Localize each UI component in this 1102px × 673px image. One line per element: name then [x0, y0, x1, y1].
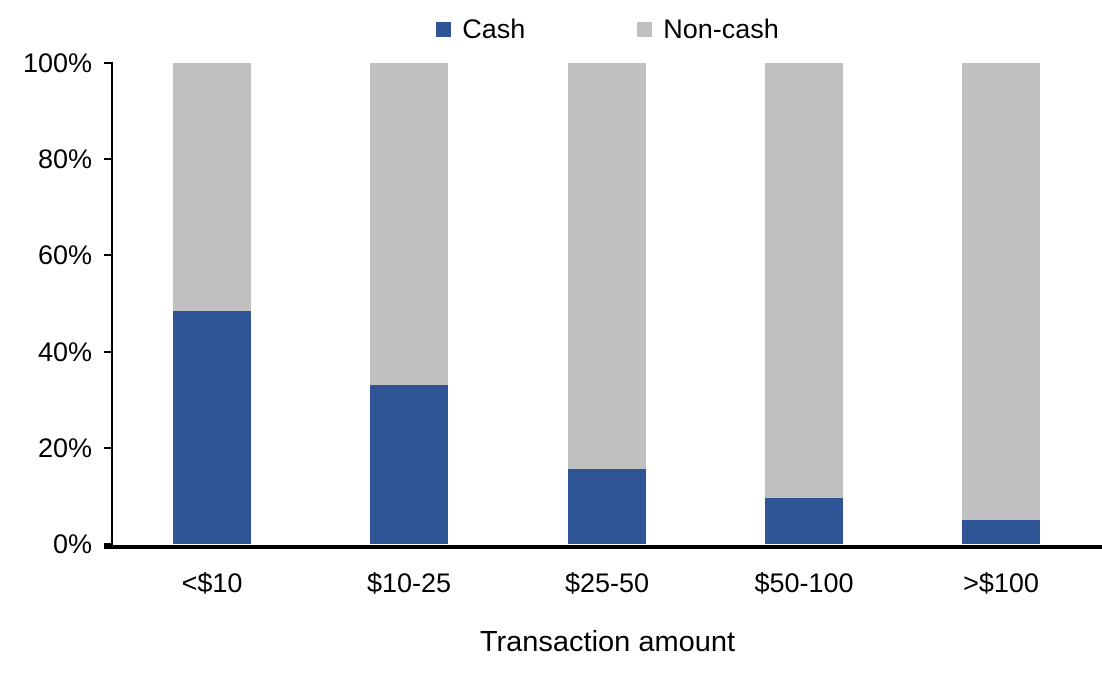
legend-label: Non-cash: [663, 13, 779, 44]
legend-swatch-icon: [436, 21, 452, 37]
x-axis-category-label: >$100: [963, 568, 1039, 598]
bar-segment-non-cash: [370, 63, 448, 386]
x-axis-category-label: $50-100: [754, 568, 854, 598]
x-axis-line: [104, 545, 1102, 549]
bar-segment-non-cash: [765, 63, 843, 499]
bar--25-50: [568, 63, 646, 544]
chart-legend: Cash Non-cash: [113, 12, 1102, 46]
legend-label: Cash: [462, 13, 526, 44]
x-axis-category-label: $25-50: [564, 568, 650, 598]
y-axis-tick-label: 0%: [52, 529, 92, 559]
y-axis-tick-label: 60%: [37, 240, 92, 271]
y-axis-line: [111, 63, 113, 545]
y-axis-tick-label: 80%: [37, 144, 92, 175]
x-axis-title: Transaction amount: [479, 626, 736, 658]
y-axis-tick-label: 40%: [37, 336, 92, 367]
x-axis-category-label: $10-25: [366, 568, 452, 598]
y-axis-tick: [104, 158, 113, 161]
bar-segment-non-cash: [568, 63, 646, 470]
y-axis-tick: [104, 62, 113, 64]
bar-segment-cash: [765, 498, 843, 544]
bar-segment-cash: [568, 469, 646, 544]
bar--50-100: [765, 63, 843, 544]
y-axis-tick: [104, 543, 113, 545]
bar--10-25: [370, 63, 448, 544]
legend-item-cash: Cash: [436, 13, 526, 44]
bar-segment-non-cash: [173, 63, 251, 311]
x-axis-category-label: <$10: [181, 568, 243, 598]
bar-segment-cash: [370, 385, 448, 544]
legend-item-non-cash: Non-cash: [637, 13, 779, 44]
y-axis-tick: [104, 446, 113, 449]
y-axis-tick: [104, 254, 113, 257]
bar-segment-cash: [962, 519, 1040, 544]
bar--10: [173, 63, 251, 544]
legend-swatch-icon: [637, 21, 653, 37]
y-axis-tick-label: 20%: [37, 432, 92, 463]
bar-segment-non-cash: [962, 63, 1040, 520]
bar--100: [962, 63, 1040, 544]
bar-segment-cash: [173, 310, 251, 544]
y-axis-tick-label: 100%: [22, 48, 92, 78]
y-axis-tick: [104, 350, 113, 353]
